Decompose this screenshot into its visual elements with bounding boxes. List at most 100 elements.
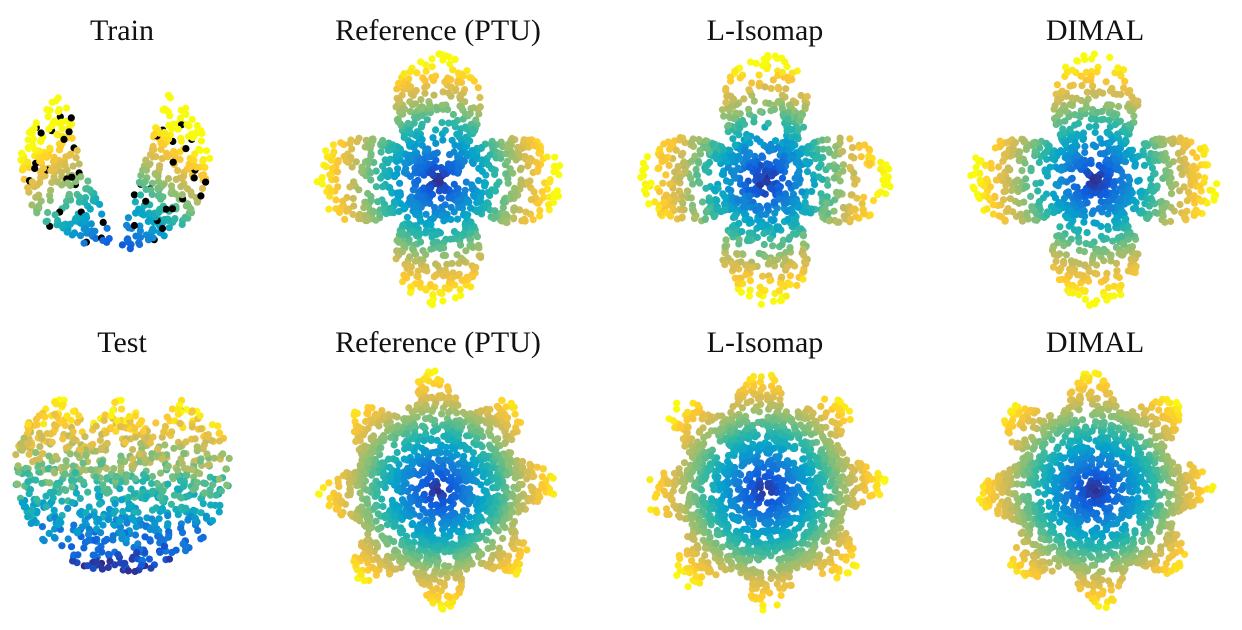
point bbox=[865, 152, 873, 160]
point bbox=[976, 169, 984, 177]
point bbox=[740, 181, 748, 189]
point bbox=[407, 544, 415, 552]
point bbox=[455, 431, 463, 439]
point bbox=[1124, 235, 1132, 243]
point bbox=[441, 184, 449, 192]
point bbox=[691, 152, 699, 160]
point bbox=[401, 273, 409, 281]
point bbox=[467, 241, 475, 249]
point bbox=[1068, 143, 1076, 152]
point bbox=[374, 198, 382, 206]
panel-title: L-Isomap bbox=[707, 14, 824, 47]
point bbox=[448, 437, 456, 445]
point bbox=[1083, 88, 1091, 96]
point bbox=[849, 205, 858, 214]
point bbox=[771, 52, 779, 60]
point bbox=[452, 394, 460, 402]
point bbox=[1107, 203, 1115, 211]
point bbox=[428, 63, 436, 71]
point bbox=[437, 604, 446, 612]
point bbox=[1064, 188, 1072, 196]
point bbox=[1092, 122, 1100, 130]
point bbox=[1008, 186, 1016, 195]
point bbox=[475, 534, 483, 542]
point bbox=[1190, 211, 1198, 219]
point bbox=[499, 198, 507, 206]
point bbox=[728, 205, 736, 213]
point bbox=[390, 538, 398, 546]
point bbox=[336, 208, 344, 216]
point bbox=[465, 513, 474, 521]
point bbox=[1062, 107, 1070, 115]
point bbox=[731, 173, 740, 182]
point bbox=[1081, 295, 1089, 303]
point bbox=[1023, 182, 1031, 190]
point bbox=[1103, 128, 1111, 136]
point bbox=[433, 230, 441, 238]
point bbox=[1006, 166, 1014, 174]
point bbox=[656, 188, 664, 196]
point bbox=[789, 198, 797, 206]
point bbox=[434, 425, 442, 433]
point bbox=[500, 515, 508, 523]
point bbox=[326, 171, 334, 179]
point bbox=[485, 499, 493, 507]
point bbox=[1020, 138, 1028, 146]
point bbox=[445, 393, 453, 401]
point bbox=[851, 180, 859, 188]
point bbox=[1206, 186, 1214, 194]
point bbox=[478, 550, 486, 558]
point bbox=[774, 83, 782, 91]
point bbox=[1161, 218, 1169, 226]
point bbox=[664, 138, 672, 146]
point bbox=[416, 164, 424, 172]
point bbox=[1058, 163, 1066, 171]
point bbox=[348, 163, 356, 171]
point bbox=[518, 481, 526, 489]
point bbox=[502, 150, 510, 158]
point bbox=[728, 223, 737, 231]
point bbox=[986, 183, 995, 191]
point bbox=[785, 179, 793, 188]
point bbox=[793, 281, 801, 289]
point bbox=[358, 167, 366, 176]
point bbox=[508, 492, 516, 500]
point bbox=[1113, 130, 1122, 138]
point bbox=[441, 126, 449, 134]
point bbox=[1131, 160, 1139, 168]
point bbox=[466, 497, 474, 505]
point bbox=[884, 173, 893, 181]
point bbox=[858, 200, 866, 208]
point bbox=[356, 476, 364, 485]
point bbox=[404, 538, 412, 546]
point bbox=[1176, 164, 1184, 172]
point bbox=[1056, 118, 1064, 127]
point bbox=[413, 272, 421, 280]
point bbox=[398, 539, 406, 547]
point bbox=[756, 107, 764, 116]
point bbox=[440, 536, 448, 544]
point bbox=[428, 301, 437, 309]
point bbox=[497, 466, 505, 474]
point bbox=[400, 241, 408, 250]
point bbox=[384, 173, 392, 181]
point bbox=[473, 495, 481, 503]
point bbox=[1043, 168, 1051, 176]
point bbox=[689, 180, 697, 188]
point bbox=[405, 220, 413, 228]
point bbox=[373, 543, 382, 551]
point bbox=[487, 509, 495, 518]
point bbox=[1032, 180, 1040, 188]
point bbox=[1093, 108, 1101, 117]
point bbox=[869, 197, 878, 205]
point bbox=[365, 525, 373, 533]
point bbox=[783, 263, 791, 271]
point bbox=[736, 124, 744, 132]
point bbox=[435, 457, 443, 465]
point bbox=[757, 222, 765, 231]
point bbox=[1090, 219, 1098, 227]
point bbox=[486, 151, 494, 159]
point bbox=[476, 103, 484, 111]
point bbox=[326, 494, 334, 502]
